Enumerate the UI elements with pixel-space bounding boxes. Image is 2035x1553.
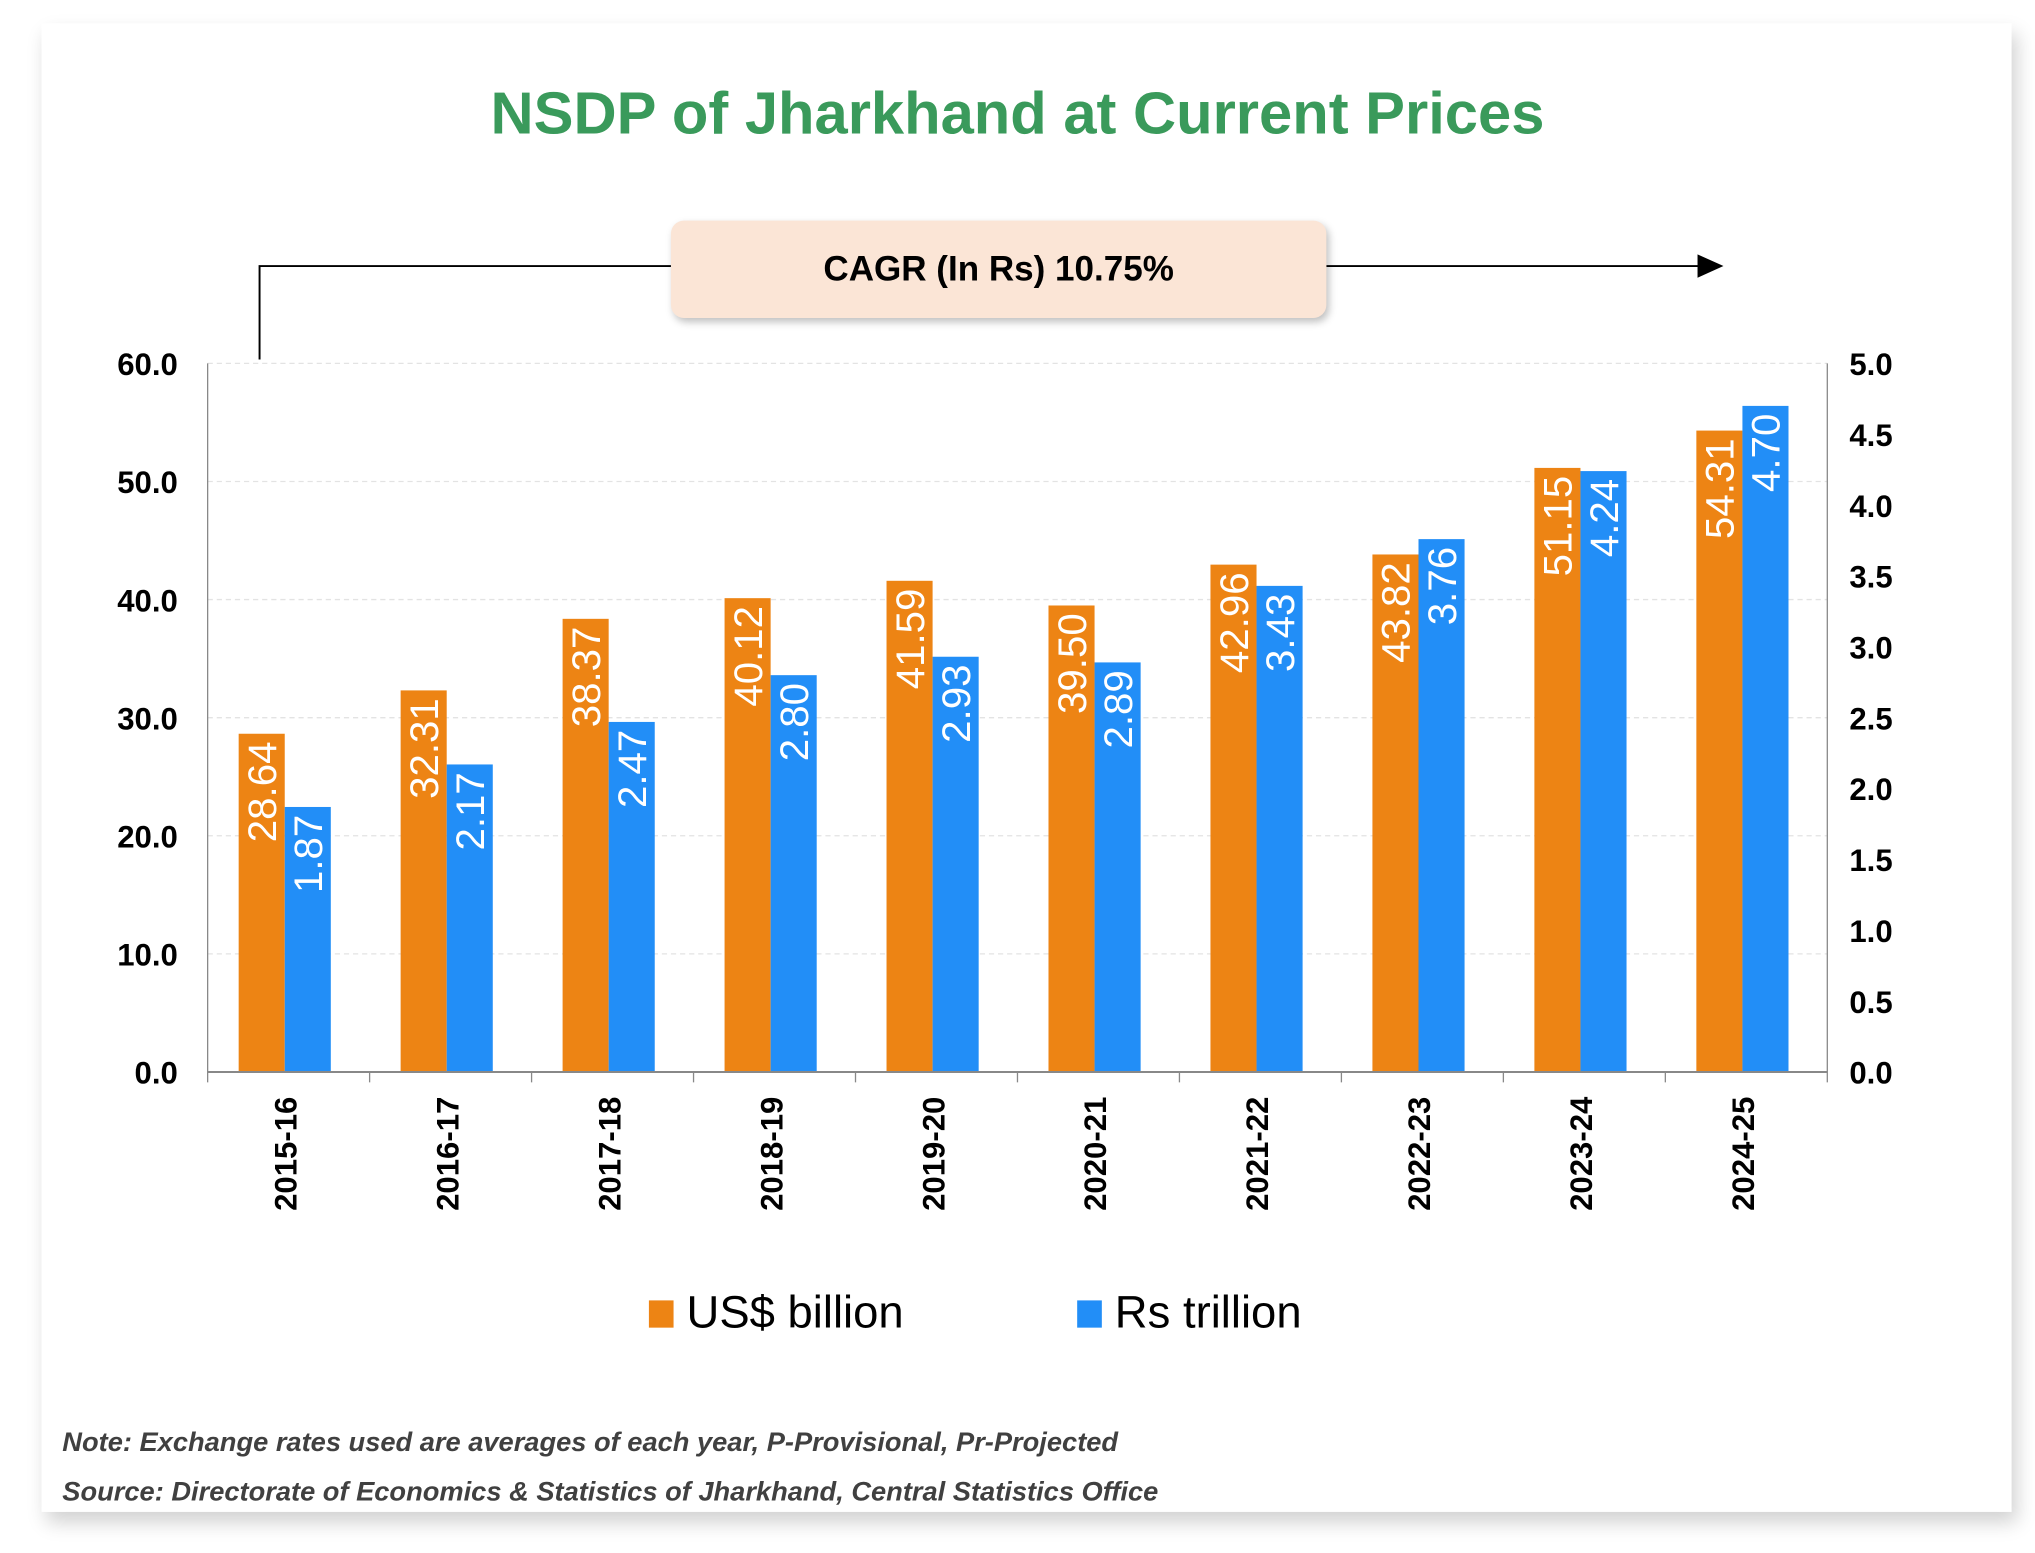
bar-usd (1210, 564, 1257, 1072)
y-left-tick-label: 30.0 (117, 701, 178, 736)
legend-label-usd: US$ billion (686, 1287, 904, 1339)
data-label: 32.31 (402, 698, 447, 799)
y-right-tick-label: 0.0 (1849, 1056, 1892, 1091)
y-right-tick-label: 3.0 (1849, 631, 1892, 666)
data-label: 43.82 (1374, 562, 1419, 663)
x-tick-label: 2022-23 (1402, 1097, 1437, 1211)
y-right-tick-label: 5.0 (1849, 347, 1892, 382)
bar-rs (1742, 405, 1789, 1072)
bar-rs (1418, 539, 1465, 1072)
y-right-tick-label: 0.5 (1849, 985, 1892, 1020)
data-label: 28.64 (240, 742, 285, 843)
x-tick-label: 2021-22 (1240, 1097, 1275, 1211)
y-right-tick-label: 1.0 (1849, 914, 1892, 949)
y-left-tick-label: 60.0 (117, 347, 178, 382)
bar-rs (284, 806, 331, 1072)
x-tick-label: 2024-25 (1726, 1097, 1761, 1211)
data-label: 2.80 (772, 683, 817, 761)
y-left-tick-label: 10.0 (117, 938, 178, 973)
bar-rs (608, 721, 655, 1072)
data-label: 40.12 (726, 606, 771, 707)
bar-usd (1048, 605, 1095, 1072)
y-left-tick-label: 0.0 (135, 1056, 178, 1091)
y-right-tick-label: 3.5 (1849, 560, 1892, 595)
bar-usd (1696, 430, 1743, 1072)
bar-usd (886, 580, 933, 1072)
bar-rs (1256, 585, 1303, 1072)
legend-item-usd: US$ billion (648, 1287, 904, 1339)
bar-usd (1372, 554, 1419, 1072)
data-label: 38.37 (564, 627, 609, 728)
data-label: 3.43 (1258, 594, 1303, 672)
y-left-tick-label: 50.0 (117, 465, 178, 500)
data-label: 41.59 (888, 589, 933, 690)
arrowhead-icon (1697, 254, 1724, 278)
data-label: 3.76 (1420, 547, 1465, 625)
bar-rs (446, 764, 493, 1072)
data-label: 1.87 (286, 815, 331, 893)
cagr-annotation: CAGR (In Rs) 10.75% (670, 220, 1327, 318)
bar-rs (1094, 662, 1141, 1072)
y-right-tick-label: 1.5 (1849, 843, 1892, 878)
legend-item-rs: Rs trillion (1077, 1287, 1302, 1339)
y-right-tick-label: 2.0 (1849, 772, 1892, 807)
bar-rs (932, 656, 979, 1072)
x-tick-label: 2020-21 (1078, 1097, 1113, 1211)
source-text: Source: Directorate of Economics & Stati… (62, 1476, 1159, 1507)
x-tick-label: 2023-24 (1564, 1096, 1599, 1211)
y-left-tick-label: 40.0 (117, 583, 178, 618)
y-left-tick-label: 20.0 (117, 819, 178, 854)
y-right-tick-label: 4.0 (1849, 489, 1892, 524)
legend-label-rs: Rs trillion (1114, 1287, 1302, 1339)
bar-usd (562, 618, 609, 1072)
cagr-arrow-line-left (258, 265, 671, 360)
data-label: 54.31 (1698, 438, 1743, 539)
x-tick-label: 2017-18 (592, 1097, 627, 1211)
bar-usd (238, 733, 285, 1072)
x-tick-label: 2018-19 (754, 1097, 789, 1211)
bar-rs (770, 675, 817, 1072)
data-label: 4.70 (1744, 414, 1789, 492)
y-right-tick-label: 4.5 (1849, 418, 1892, 453)
chart-title: NSDP of Jharkhand at Current Prices (490, 79, 1545, 147)
data-label: 2.93 (934, 665, 979, 743)
x-tick-label: 2016-17 (430, 1097, 465, 1211)
note-text: Note: Exchange rates used are averages o… (62, 1427, 1119, 1458)
data-label: 42.96 (1212, 572, 1257, 673)
x-tick-label: 2019-20 (916, 1097, 951, 1211)
x-tick-label: 2015-16 (268, 1097, 303, 1211)
bar-usd (400, 690, 447, 1072)
data-label: 39.50 (1050, 613, 1095, 714)
bar-usd (724, 598, 771, 1072)
legend-swatch-rs (1077, 1299, 1102, 1328)
bar-rs (1580, 471, 1627, 1072)
y-right-tick-label: 2.5 (1849, 701, 1892, 736)
data-label: 2.47 (610, 730, 655, 808)
bar-usd (1534, 467, 1581, 1072)
data-label: 2.17 (448, 772, 493, 850)
data-label: 4.24 (1582, 479, 1627, 557)
data-label: 51.15 (1536, 476, 1581, 577)
legend-swatch-usd (648, 1299, 674, 1328)
data-label: 2.89 (1096, 670, 1141, 748)
